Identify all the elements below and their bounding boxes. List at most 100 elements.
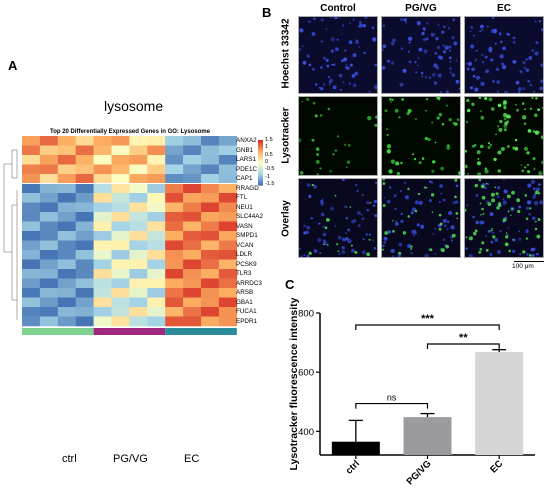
- cell-speck: [485, 69, 489, 74]
- legend-gradient-step: [258, 150, 263, 152]
- cell-speck: [478, 96, 482, 100]
- heatmap-cell: [201, 164, 220, 175]
- micrograph-ec-hoechst: [464, 15, 545, 95]
- cell-speck: [531, 96, 534, 100]
- cell-speck: [316, 173, 319, 176]
- gene-label: LDLR: [236, 251, 253, 258]
- heatmap-cell: [129, 231, 148, 241]
- cell-speck: [449, 67, 452, 70]
- cell-speck: [539, 86, 543, 91]
- cell-speck: [357, 223, 361, 228]
- cell-speck: [496, 80, 501, 84]
- cell-speck: [498, 32, 502, 36]
- heatmap-cell: [39, 193, 59, 203]
- cell-speck: [484, 55, 488, 59]
- cell-speck: [334, 225, 337, 228]
- cell-speck: [398, 251, 402, 255]
- cell-speck: [505, 232, 508, 235]
- cell-speck: [491, 198, 495, 203]
- legend-gradient-step: [258, 177, 263, 179]
- heatmap-cell: [165, 174, 184, 184]
- significance-bracket: [426, 343, 500, 349]
- cell-speck: [439, 222, 443, 226]
- heatmap-cell: [147, 316, 166, 327]
- cell-speck: [298, 48, 302, 51]
- cell-speck: [468, 236, 473, 241]
- cell-speck: [425, 98, 429, 101]
- cell-speck: [402, 68, 407, 73]
- cell-speck: [347, 238, 352, 244]
- heatmap-cell: [39, 221, 59, 232]
- significance-bracket: [355, 402, 429, 409]
- heatmap-cell: [201, 231, 220, 241]
- cell-speck: [338, 73, 343, 78]
- cell-speck: [391, 98, 394, 101]
- cell-speck: [358, 20, 362, 24]
- legend-gradient-step: [258, 159, 263, 161]
- cell-speck: [342, 81, 345, 83]
- heatmap-cell: [129, 221, 148, 232]
- cell-speck: [470, 44, 475, 49]
- y-tick-label: 400: [298, 427, 314, 438]
- heatmap-cell: [93, 297, 112, 308]
- cell-speck: [494, 42, 497, 45]
- heatmap-cell: [111, 288, 130, 298]
- cell-speck: [480, 115, 485, 120]
- cell-speck: [497, 203, 502, 207]
- cell-speck: [534, 113, 538, 117]
- cell-speck: [538, 183, 541, 186]
- heatmap-cell: [129, 155, 148, 165]
- heatmap-cell: [93, 316, 112, 327]
- cell-speck: [503, 189, 508, 194]
- legend-gradient-step: [258, 168, 263, 170]
- cell-speck: [520, 164, 523, 166]
- cell-speck: [487, 202, 492, 207]
- cell-speck: [395, 220, 397, 223]
- legend-gradient-step: [258, 184, 263, 186]
- cell-speck: [480, 213, 482, 216]
- cell-speck: [320, 212, 325, 217]
- legend-tick-label: 0.5: [265, 151, 273, 158]
- cell-speck: [524, 166, 527, 169]
- cell-speck: [368, 233, 372, 236]
- cell-speck: [308, 63, 312, 67]
- cell-speck: [439, 184, 443, 188]
- group-label-ctrl: ctrl: [62, 453, 77, 465]
- heatmap-cell: [93, 193, 112, 203]
- heatmap-cell: [201, 297, 220, 308]
- cell-speck: [434, 227, 436, 230]
- cell-speck: [525, 206, 530, 211]
- heatmap-cell: [75, 259, 94, 270]
- cell-speck: [518, 237, 522, 241]
- cell-speck: [499, 119, 503, 124]
- heatmap-cell: [201, 278, 220, 289]
- cell-speck: [528, 213, 531, 216]
- cell-speck: [512, 40, 516, 44]
- heatmap-cell: [22, 297, 41, 308]
- cell-speck: [433, 63, 438, 68]
- cell-speck: [317, 237, 322, 243]
- heatmap-cell: [39, 231, 59, 241]
- heatmap-cell: [111, 136, 130, 146]
- bar: [403, 417, 452, 455]
- cell-speck: [328, 78, 334, 84]
- cell-speck: [435, 36, 439, 41]
- cell-speck: [521, 102, 525, 105]
- cell-speck: [424, 136, 429, 141]
- cell-speck: [342, 237, 347, 242]
- cell-speck: [527, 129, 532, 133]
- heatmap-cell: [201, 193, 220, 203]
- heatmap-cell: [39, 145, 59, 156]
- cell-speck: [511, 190, 515, 195]
- heatmap-cell: [111, 307, 130, 317]
- cell-speck: [528, 254, 532, 257]
- cell-speck: [481, 53, 484, 57]
- legend-tick-label: 1: [265, 144, 269, 151]
- cell-speck: [537, 218, 541, 221]
- cell-speck: [434, 141, 437, 144]
- cell-speck: [444, 45, 449, 50]
- heatmap-cell: [111, 250, 130, 260]
- heatmap-cell: [57, 240, 76, 251]
- cell-speck: [366, 252, 370, 257]
- cell-speck: [415, 71, 418, 74]
